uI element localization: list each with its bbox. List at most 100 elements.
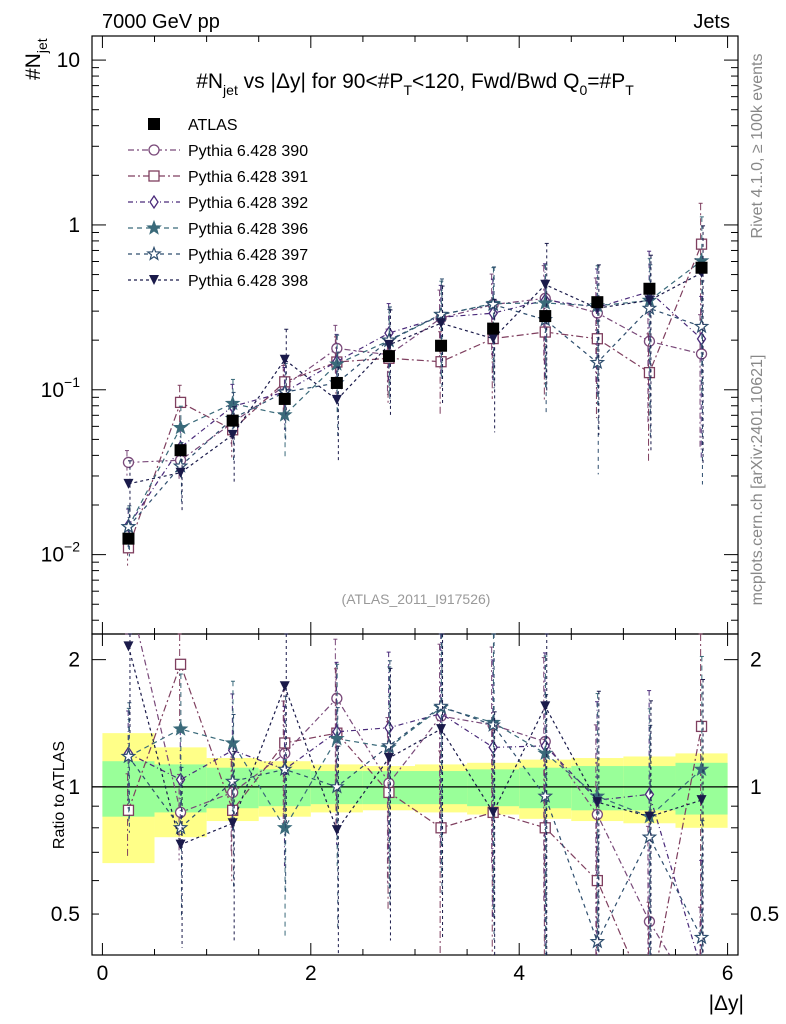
- marker-star: [276, 761, 293, 777]
- y-tick-label: 10−1: [41, 374, 81, 402]
- series-layer: [120, 202, 710, 955]
- series-line-main: [128, 303, 702, 528]
- mcplots-label: mcplots.cern.ch [arXiv:2401.10621]: [749, 355, 766, 606]
- rivet-label: Rivet 4.1.0, ≥ 100k events: [749, 54, 766, 239]
- series-p397: [120, 264, 710, 955]
- marker-triangle: [331, 394, 342, 405]
- marker-triangle: [279, 681, 290, 692]
- marker-square: [148, 170, 160, 182]
- ratio-tick-label: 2: [68, 649, 80, 672]
- marker-atlas: [643, 282, 656, 295]
- series-line-ratio: [127, 705, 703, 944]
- marker-triangle: [540, 701, 551, 712]
- marker-atlas: [122, 532, 135, 545]
- ratio-tick-label: 0.5: [51, 903, 80, 926]
- marker-atlas: [226, 414, 239, 427]
- marker-star: [224, 773, 241, 789]
- marker-star: [537, 294, 554, 310]
- legend: ATLAS Pythia 6.428 390 Pythia 6.428 391 Pyt…: [128, 117, 308, 290]
- series-line-main: [127, 260, 702, 528]
- chart-title: #Njet vs |Δy| for 90<#PT<120, Fwd/Bwd Q0…: [196, 70, 634, 98]
- marker-star: [120, 518, 137, 534]
- marker-star: [433, 306, 449, 322]
- series-line-ratio: [137, 634, 671, 955]
- marker-atlas: [148, 118, 160, 130]
- marker-triangle: [227, 818, 238, 829]
- series-line-main: [128, 297, 702, 464]
- legend-label-atlas: ATLAS: [188, 117, 238, 134]
- series-line-main: [127, 291, 702, 526]
- analysis-watermark: (ATLAS_2011_I917526): [342, 591, 491, 607]
- marker-atlas: [435, 339, 448, 352]
- series-line-ratio: [127, 662, 703, 955]
- marker-atlas: [695, 261, 708, 274]
- x-tick-label: 2: [305, 962, 317, 985]
- marker-atlas: [591, 296, 604, 309]
- marker-atlas: [174, 444, 187, 457]
- x-tick-label: 6: [722, 962, 734, 985]
- marker-circle: [122, 456, 135, 469]
- marker-triangle: [488, 333, 499, 344]
- legend-label: Pythia 6.428 390: [188, 143, 308, 160]
- marker-triangle: [279, 354, 290, 365]
- marker-star: [693, 761, 710, 777]
- x-axis-label: |Δy|: [709, 992, 744, 1015]
- marker-triangle: [383, 753, 394, 764]
- marker-atlas: [487, 322, 500, 335]
- marker-star: [693, 929, 710, 945]
- marker-triangle: [331, 825, 342, 836]
- marker-atlas: [278, 392, 291, 405]
- header-right: Jets: [693, 11, 730, 33]
- legend-label: Pythia 6.428 391: [188, 169, 308, 186]
- marker-triangle: [149, 275, 159, 285]
- axis-ticks: 0 2 4 6 10 1 10−1 10−2 0.5 0.5 1 1 2 2: [41, 36, 779, 985]
- marker-circle: [148, 144, 160, 156]
- marker-triangle: [540, 279, 551, 290]
- x-tick-label: 0: [97, 962, 109, 985]
- ratio-y-axis-label: Ratio to ATLAS: [51, 741, 68, 849]
- marker-star: [537, 745, 554, 761]
- marker-atlas: [382, 350, 395, 363]
- marker-triangle: [436, 318, 447, 329]
- marker-triangle: [696, 795, 707, 806]
- series-atlas: [122, 261, 708, 545]
- marker-star: [381, 737, 397, 753]
- marker-star: [146, 219, 162, 235]
- marker-star: [276, 819, 293, 835]
- marker-square: [174, 658, 187, 670]
- series-line-main: [128, 272, 702, 485]
- marker-star: [120, 748, 137, 764]
- marker-star: [537, 788, 554, 803]
- legend-label: Pythia 6.428 397: [188, 247, 308, 264]
- ratio-tick-label: 0.5: [750, 903, 779, 926]
- marker-triangle: [436, 724, 447, 735]
- series-line-ratio: [128, 713, 698, 955]
- series-p398: [123, 225, 707, 955]
- legend-label: Pythia 6.428 398: [188, 273, 308, 290]
- header-left: 7000 GeV pp: [102, 11, 220, 33]
- marker-star: [276, 406, 293, 422]
- ratio-tick-label: 1: [750, 776, 762, 799]
- marker-star: [172, 419, 189, 435]
- uncertainty-bands: [102, 733, 728, 864]
- marker-star: [172, 819, 189, 835]
- x-tick-label: 4: [513, 962, 525, 985]
- marker-star: [589, 354, 606, 370]
- ratio-tick-label: 1: [68, 776, 80, 799]
- y-tick-label: 10: [57, 49, 80, 72]
- series-p396: [120, 216, 710, 955]
- marker-star: [433, 698, 449, 714]
- marker-star: [224, 395, 241, 411]
- legend-label: Pythia 6.428 396: [188, 221, 308, 238]
- marker-triangle: [488, 807, 499, 818]
- marker-star: [146, 245, 162, 261]
- marker-atlas: [539, 310, 552, 323]
- ratio-tick-label: 2: [750, 649, 762, 672]
- y-tick-label: 1: [68, 214, 80, 237]
- y-tick-label: 10−2: [41, 539, 81, 567]
- marker-star: [693, 318, 710, 334]
- series-p392: [123, 250, 707, 955]
- marker-diamond: [149, 194, 159, 210]
- series-line-ratio: [128, 706, 702, 829]
- marker-star: [641, 300, 658, 316]
